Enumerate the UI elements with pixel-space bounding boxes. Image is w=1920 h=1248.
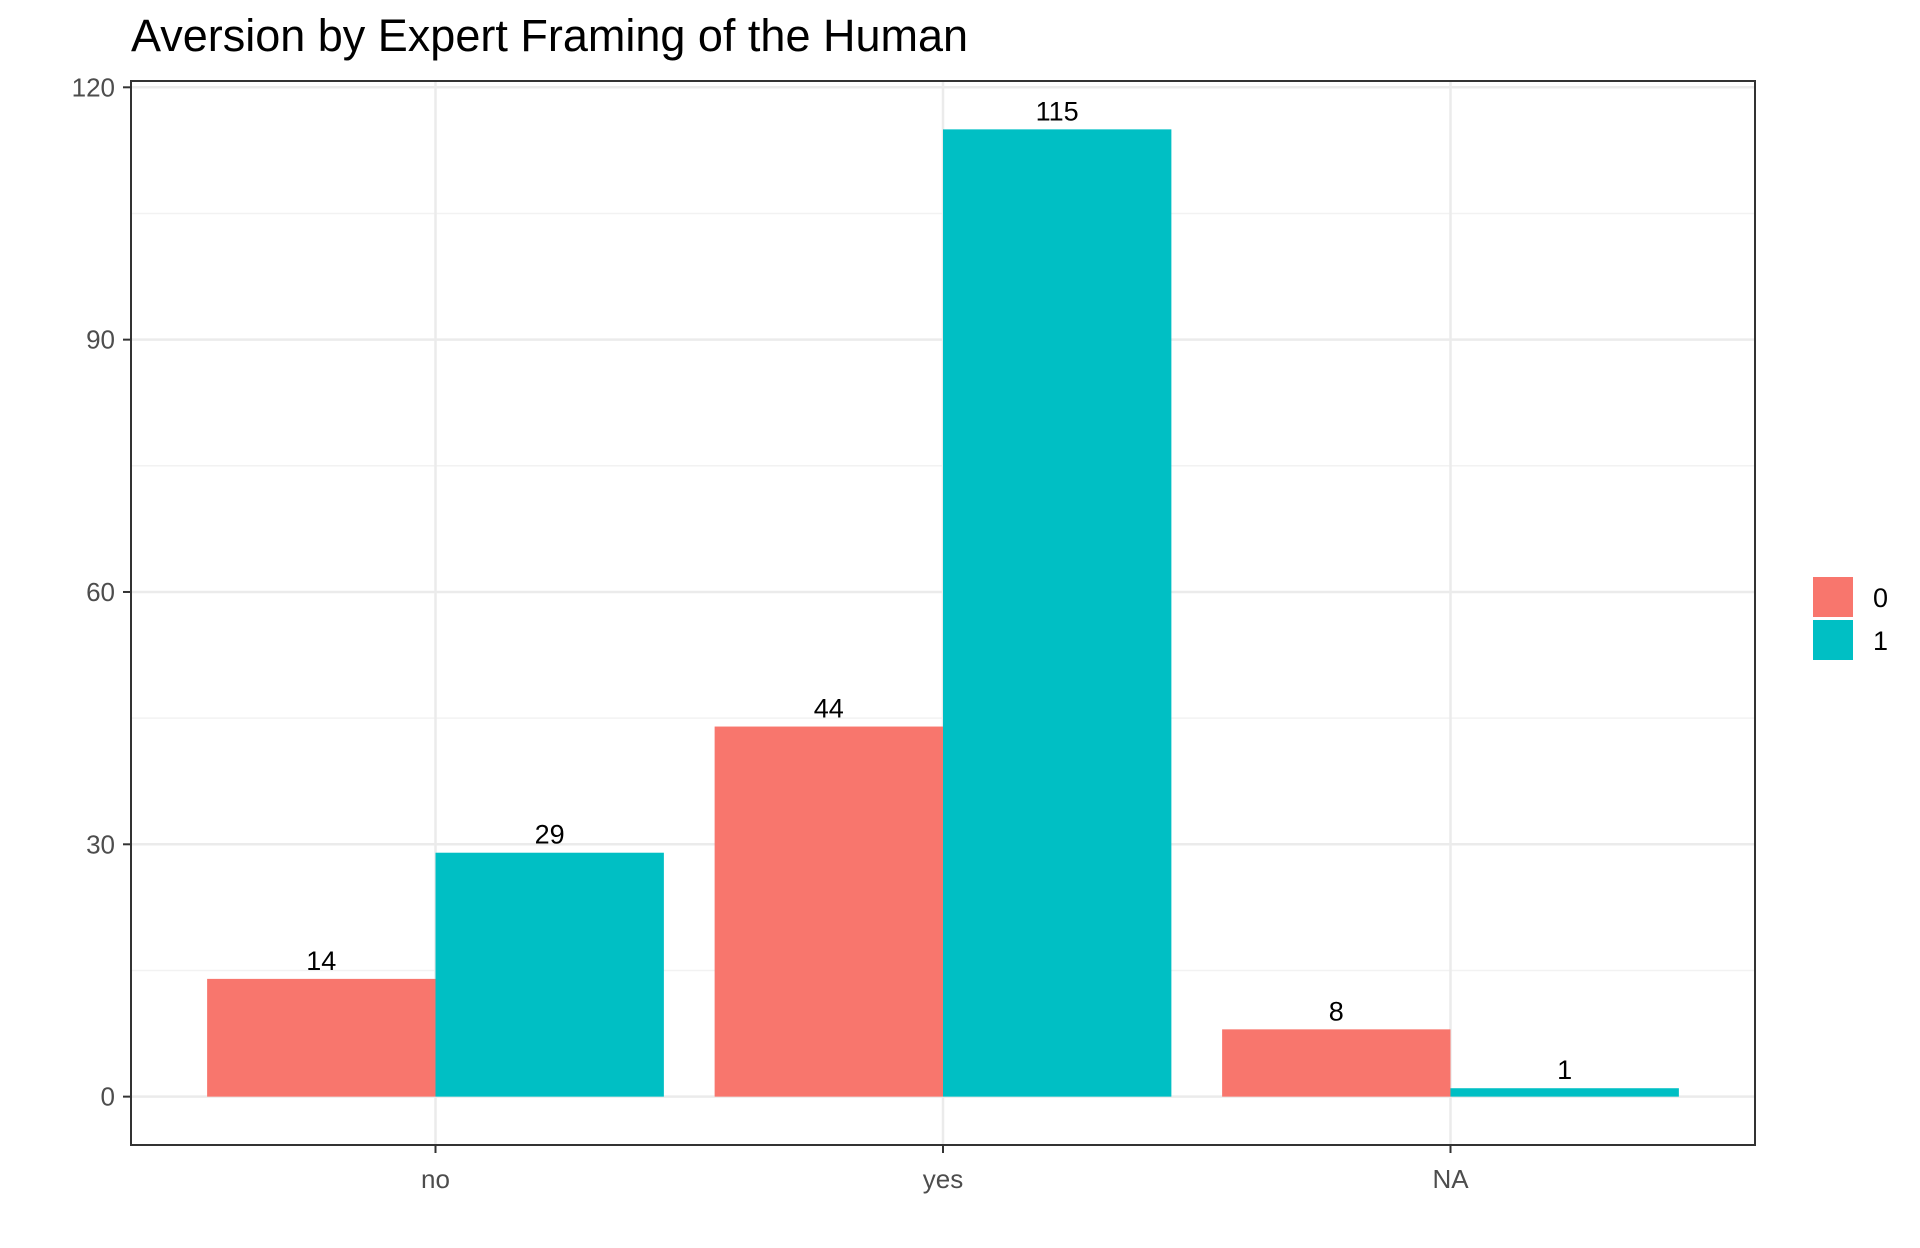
bars [207, 129, 1679, 1097]
data-label-NA-1: 1 [1557, 1055, 1572, 1085]
bar-no-0 [207, 978, 436, 1097]
data-labels: 14 29 44 115 8 1 [306, 96, 1572, 1085]
data-label-yes-0: 44 [814, 694, 844, 724]
legend-label-0: 0 [1873, 583, 1888, 613]
legend: 01 [1813, 577, 1888, 660]
bar-NA-0 [1222, 1029, 1451, 1097]
data-label-NA-0: 8 [1329, 996, 1344, 1026]
data-label-no-0: 14 [306, 946, 336, 976]
bar-yes-0 [714, 726, 943, 1097]
chart-title: Aversion by Expert Framing of the Human [131, 10, 968, 61]
y-tick-label: 0 [101, 1082, 115, 1112]
data-label-yes-1: 115 [1036, 96, 1079, 126]
x-tick-label-yes: yes [923, 1164, 963, 1194]
y-tick-label: 30 [86, 829, 115, 859]
x-tick-label-NA: NA [1432, 1164, 1469, 1194]
legend-key-0 [1813, 577, 1853, 617]
bar-no-1 [435, 852, 664, 1097]
x-tick-label-no: no [421, 1164, 450, 1194]
bar-yes-1 [943, 129, 1172, 1097]
y-tick-label: 60 [86, 577, 115, 607]
legend-label-1: 1 [1873, 626, 1888, 656]
y-tick-label: 90 [86, 325, 115, 355]
y-tick-label: 120 [72, 72, 115, 102]
bar-NA-1 [1450, 1088, 1679, 1097]
data-label-no-1: 29 [535, 820, 565, 850]
legend-key-1 [1813, 620, 1853, 660]
axes: 0 30 60 90 120 no yes NA [72, 72, 1470, 1194]
